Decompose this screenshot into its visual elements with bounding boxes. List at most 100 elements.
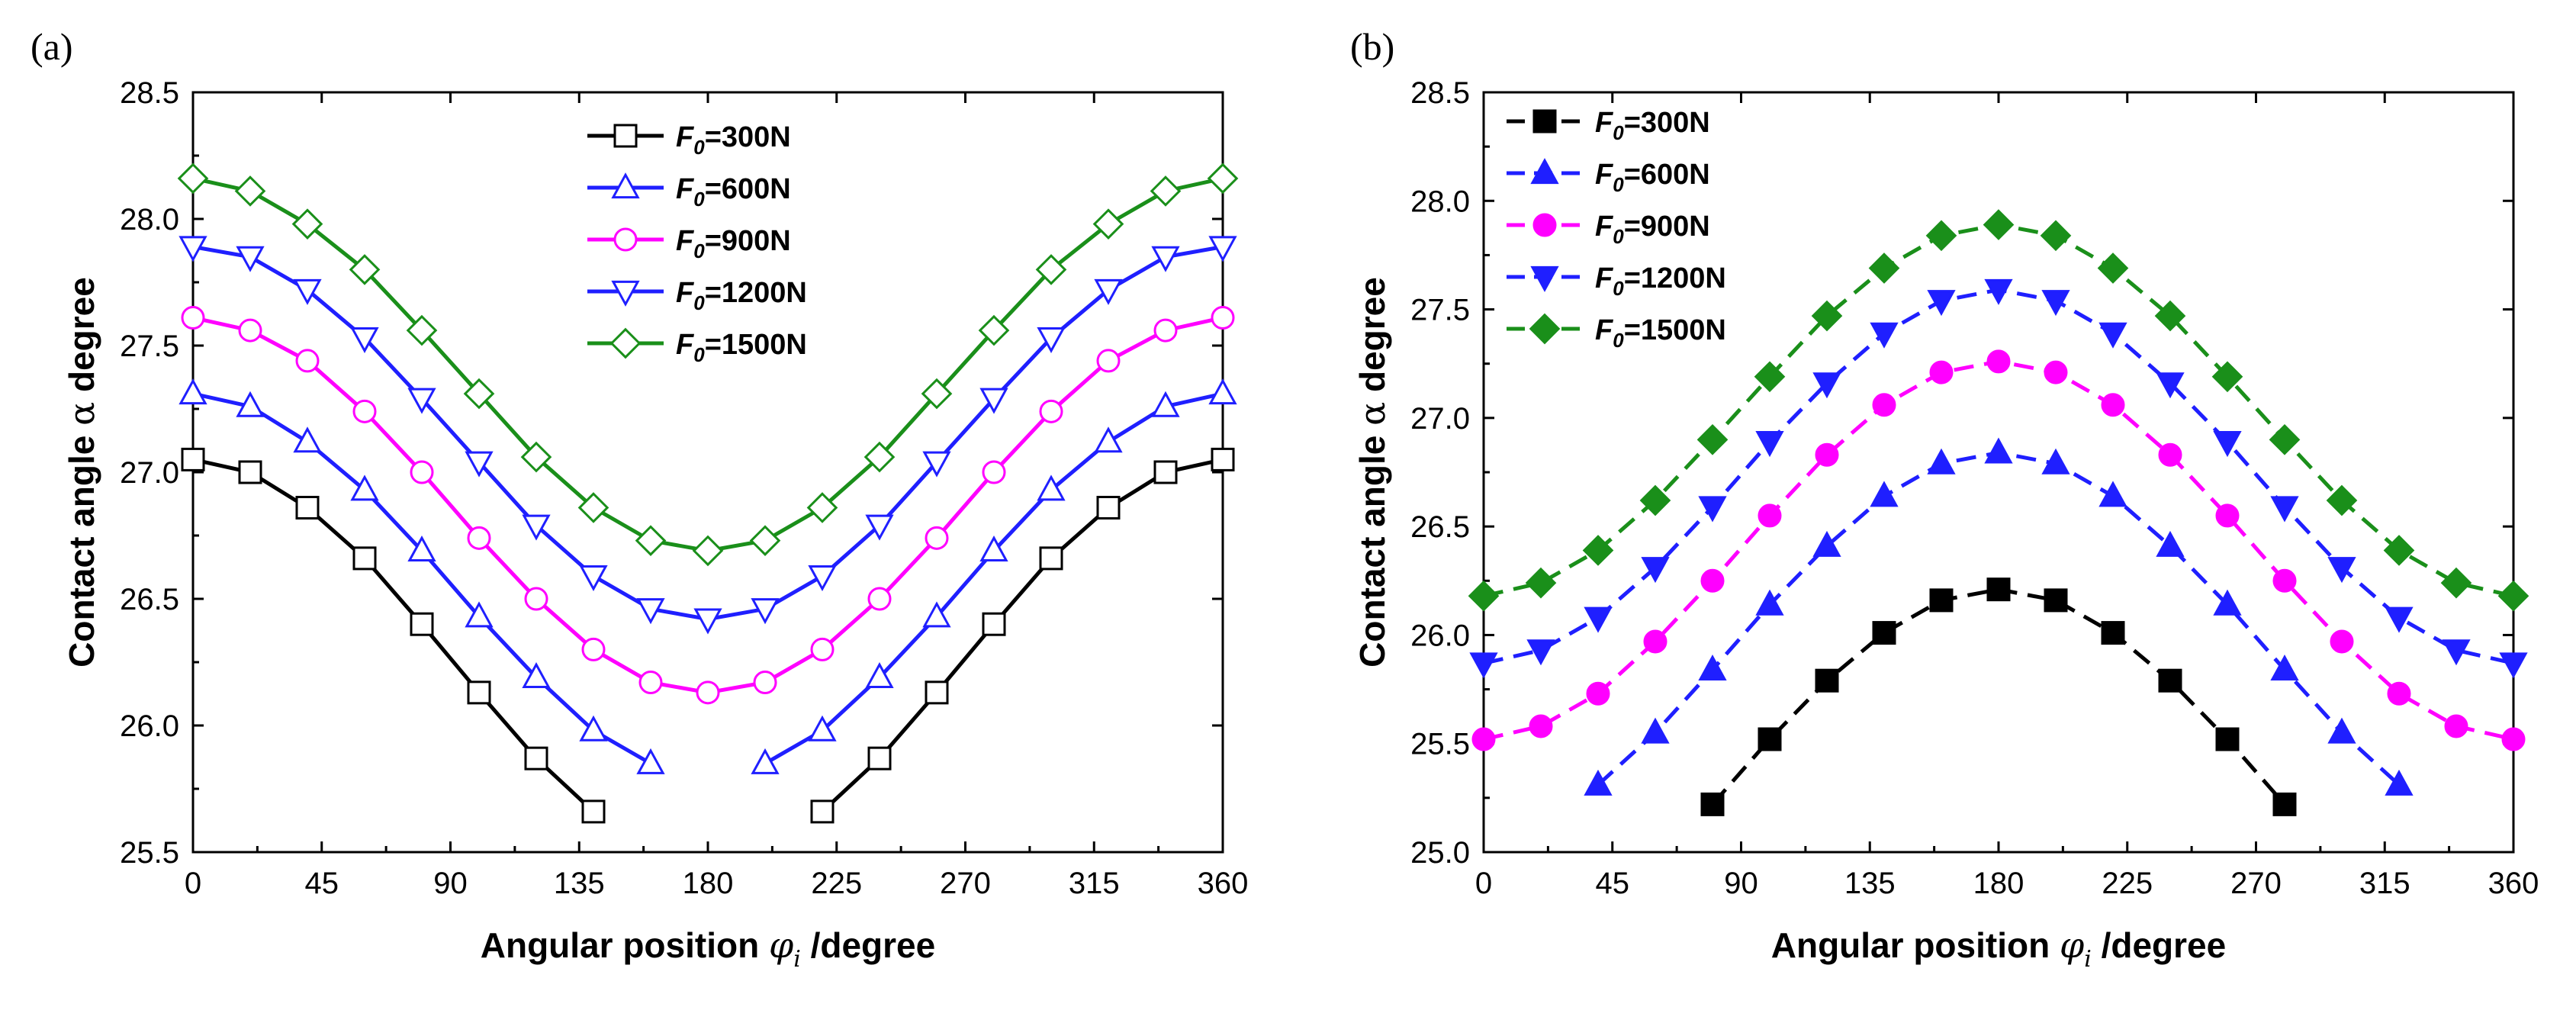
data-point [1468,580,1500,612]
data-point [2101,621,2125,645]
data-point [406,314,438,346]
data-point [1151,391,1180,417]
data-point [1811,300,1843,332]
data-point [1983,209,2015,240]
data-point [1208,378,1237,405]
data-point [1526,639,1555,666]
data-point [2213,589,2242,616]
legend-label: F0=1500N [1595,314,1726,352]
data-point [2044,360,2068,384]
data-point [1153,460,1178,484]
series-line [192,316,1224,695]
data-point [2211,361,2243,393]
data-point [1092,208,1124,240]
legend-marker [1529,313,1561,345]
panel-label: (b) [1350,25,1394,68]
legend-label: F0=600N [1595,159,1710,196]
legend-marker [1532,213,1557,237]
data-point [2040,220,2072,252]
data-point [1037,475,1066,501]
x-tick-label: 135 [554,867,605,900]
data-point [2270,496,2299,523]
data-point [2044,588,2068,613]
x-axis-title: Angular position φi /degree [481,925,935,973]
data-point [635,525,667,556]
legend-label: F0=600N [676,173,791,211]
data-point [921,378,953,410]
data-point [751,598,780,625]
data-point [925,526,949,550]
data-point [2158,442,2182,467]
data-point [2326,484,2358,516]
y-tick-label: 26.0 [1410,619,1470,652]
data-point [1211,305,1235,330]
data-point [1584,769,1613,796]
data-point [1696,423,1729,455]
legend: F0=300N F0=600N F0=900N F0=1200N F0=1500N [587,121,807,366]
data-point [1211,447,1235,471]
data-point [467,680,491,705]
chart-panel-a: (a) 0 45 90 135 180 225 270 315 360 25.5 26.0 26.5 27… [31,25,1248,973]
x-axis-title: Angular position φi /degree [1771,925,2226,973]
data-point [465,451,494,478]
x-tick-label: 45 [1596,867,1630,900]
series-1500N [1468,209,2529,612]
data-point [410,612,434,636]
data-point [524,746,548,770]
data-point [2385,769,2414,796]
data-point [1925,220,1957,252]
y-tick-label: 26.0 [120,709,179,743]
x-tick-label: 360 [2488,867,2539,900]
data-point [352,399,377,423]
data-point [350,475,379,501]
legend: F0=300N F0=600N F0=900N F0=1200N F0=1500N [1507,107,1726,352]
data-point [1035,254,1067,285]
data-point [979,388,1008,414]
data-point [1698,655,1727,681]
data-point [2272,792,2297,816]
data-point [1984,278,2013,305]
legend-label: F0=1200N [676,277,807,314]
data-point [865,514,894,541]
data-point [238,460,262,484]
data-point [2497,580,2529,612]
data-point [1927,290,1956,317]
data-point [407,535,436,562]
x-tick-label: 360 [1198,867,1249,900]
data-point [2499,652,2528,679]
y-tick-label: 28.0 [120,203,179,236]
data-point [1096,495,1121,520]
series-line [192,391,652,765]
data-point [467,526,491,550]
x-tick-label: 90 [433,867,468,900]
x-tick-label: 225 [811,867,862,900]
series-line [1711,587,2286,806]
data-point [922,451,951,478]
data-point [693,608,722,635]
y-tick-label: 28.5 [120,76,179,110]
plot-frame [1482,91,2515,854]
x-tick-label: 270 [2230,867,2282,900]
data-point [177,162,209,195]
data-point [808,565,837,592]
data-point [696,680,720,705]
x-tick-label: 270 [940,867,991,900]
y-tick-label: 27.5 [120,330,179,363]
legend-label: F0=300N [676,121,791,159]
data-point [2501,727,2526,751]
legend-label: F0=900N [676,225,791,262]
data-point [922,601,951,628]
data-point [178,378,207,405]
data-point [181,305,205,330]
data-point [1872,621,1896,645]
x-tick-label: 0 [185,867,201,900]
data-point [1641,717,1670,744]
data-point [1927,448,1956,475]
data-point [636,598,665,625]
legend-marker [611,280,640,307]
data-point [1870,322,1899,349]
data-point [1754,361,1786,393]
data-point [2098,322,2127,349]
data-point [2215,503,2240,528]
